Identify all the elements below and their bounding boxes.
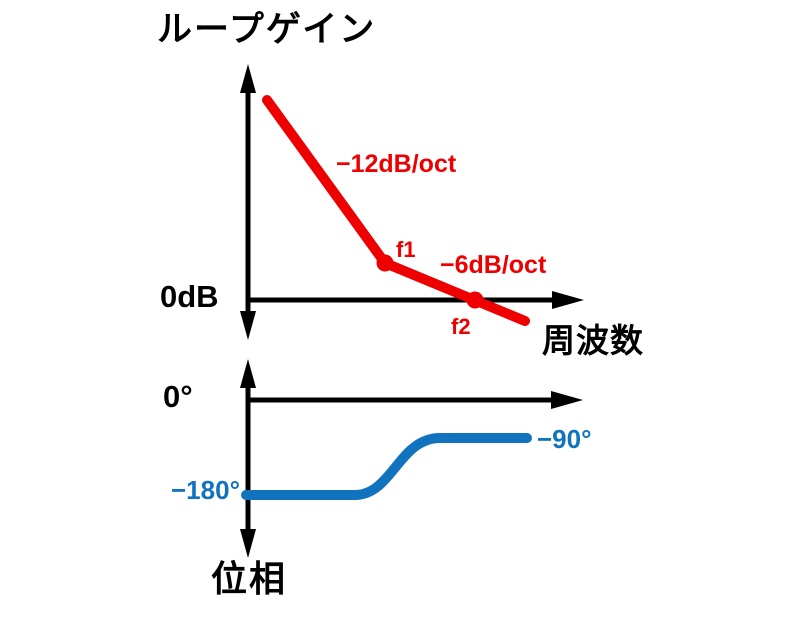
phase-plot-title: 位相 — [211, 558, 288, 599]
gain-y-axis-up-arrow-icon — [240, 64, 256, 93]
f2-point — [466, 291, 484, 309]
zero-db-label: 0dB — [160, 279, 219, 314]
phase-x-axis-arrow-icon — [551, 391, 583, 409]
gain-y-axis-down-arrow-icon — [240, 311, 256, 340]
minus-180-degree-label: −180° — [171, 475, 240, 505]
gain-plot-axes — [240, 64, 584, 340]
phase-curve — [241, 433, 532, 500]
phase-y-axis-down-arrow-icon — [240, 529, 256, 558]
f1-point — [376, 254, 394, 272]
phase-y-axis-up-arrow-icon — [240, 359, 256, 388]
minus-90-degree-label: −90° — [537, 424, 592, 454]
slope-12db-oct-label: −12dB/oct — [336, 150, 457, 178]
gain-x-axis-arrow-icon — [552, 291, 584, 309]
slope-6db-oct-label: −6dB/oct — [440, 251, 547, 279]
f2-label: f2 — [451, 314, 471, 339]
gain-curve — [262, 95, 530, 326]
frequency-axis-label: 周波数 — [542, 322, 644, 359]
phase-plot-axes — [240, 359, 583, 558]
gain-plot-title: ループゲイン — [157, 10, 377, 49]
f1-label: f1 — [396, 237, 416, 262]
zero-degree-label: 0° — [163, 379, 193, 414]
